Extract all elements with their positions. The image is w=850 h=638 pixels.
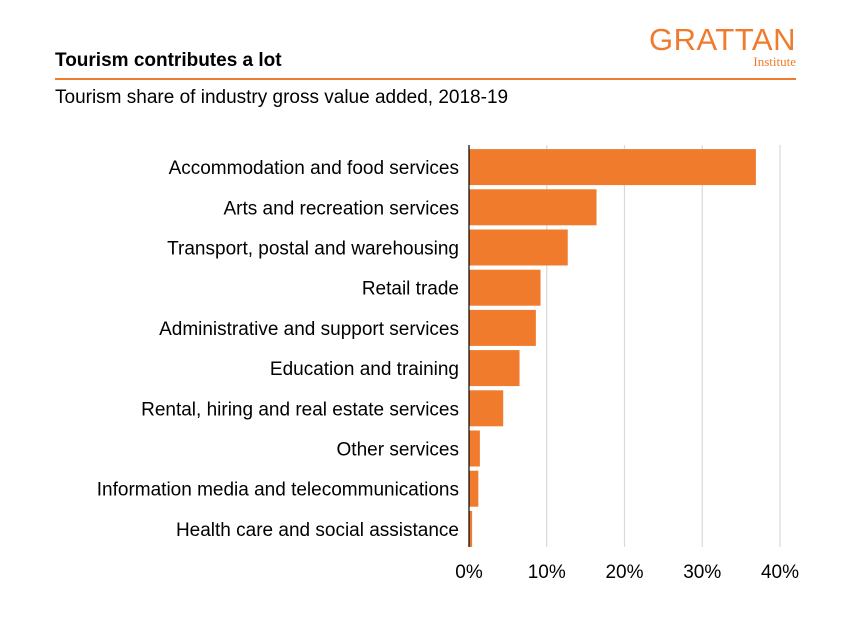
grattan-logo: GRATTAN Institute [649, 24, 796, 68]
bars [469, 149, 756, 547]
title-rule [55, 78, 796, 80]
bar [469, 470, 479, 507]
x-tick-label: 40% [761, 562, 799, 583]
bar [469, 510, 473, 547]
bar [469, 189, 597, 226]
x-tick-label: 20% [605, 562, 643, 583]
bar [469, 229, 568, 266]
category-label: Health care and social assistance [176, 520, 459, 541]
bar [469, 309, 536, 346]
category-label: Administrative and support services [159, 319, 459, 340]
category-label: Transport, postal and warehousing [167, 239, 459, 260]
category-label: Arts and recreation services [224, 198, 460, 219]
category-label: Information media and telecommunications [97, 480, 459, 501]
chart-title: Tourism contributes a lot [55, 50, 282, 71]
bar [469, 350, 520, 387]
bar [469, 390, 504, 427]
bar [469, 269, 541, 306]
logo-wordmark: GRATTAN [648, 22, 796, 57]
bar [469, 149, 756, 186]
category-label: Education and training [270, 359, 459, 380]
x-tick-label: 10% [528, 562, 566, 583]
x-tick-labels: 0% 10% 20% 30% 40% [455, 562, 799, 583]
x-tick-label: 30% [683, 562, 721, 583]
category-label: Accommodation and food services [169, 158, 459, 179]
logo-subtitle: Institute [753, 54, 796, 69]
category-label: Rental, hiring and real estate services [141, 399, 459, 420]
chart-subtitle: Tourism share of industry gross value ad… [55, 87, 509, 108]
category-label: Other services [337, 440, 459, 461]
bar [469, 430, 480, 467]
category-label: Retail trade [362, 279, 459, 300]
x-tick-label: 0% [455, 562, 483, 583]
category-labels: Accommodation and food services Arts and … [97, 158, 459, 541]
